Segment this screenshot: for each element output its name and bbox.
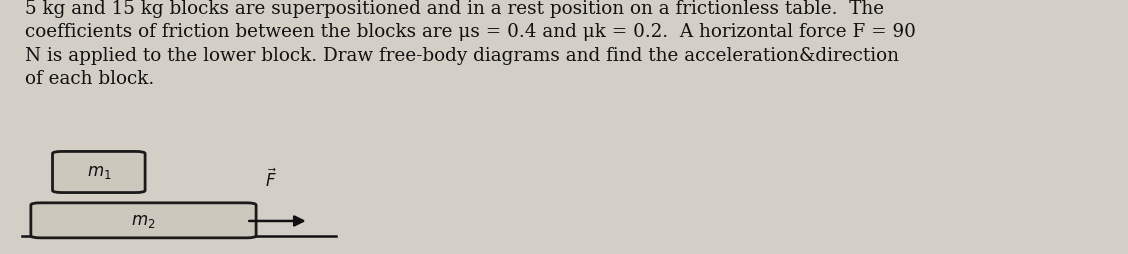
FancyBboxPatch shape [30, 203, 256, 238]
Text: $\vec{F}$: $\vec{F}$ [265, 168, 276, 190]
FancyBboxPatch shape [53, 152, 146, 193]
Text: $m_2$: $m_2$ [131, 212, 156, 229]
Text: $m_1$: $m_1$ [87, 164, 111, 181]
Text: 5 kg and 15 kg blocks are superpositioned and in a rest position on a frictionle: 5 kg and 15 kg blocks are superpositione… [25, 0, 916, 88]
